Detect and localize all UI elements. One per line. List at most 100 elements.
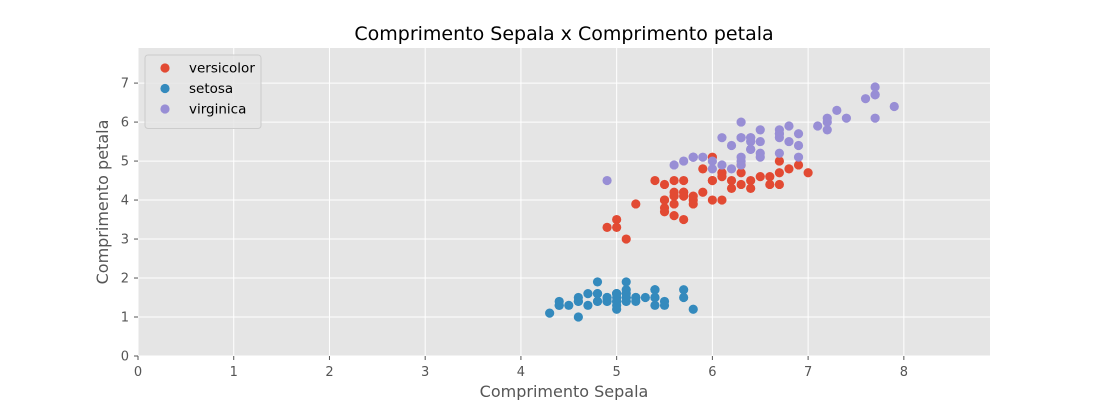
x-tick-label: 5: [613, 365, 621, 380]
data-point-versicolor: [774, 179, 784, 190]
series-versicolor: [602, 152, 813, 244]
y-tick-label: 4: [121, 194, 129, 209]
data-point-virginica: [717, 160, 727, 170]
data-point-virginica: [726, 164, 737, 174]
y-tick-label: 6: [121, 116, 129, 131]
data-point-versicolor: [736, 168, 746, 178]
data-point-versicolor: [659, 195, 670, 205]
data-point-virginica: [688, 152, 698, 162]
data-point-versicolor: [688, 195, 698, 205]
legend-label: setosa: [189, 81, 233, 97]
data-point-setosa: [650, 285, 660, 295]
legend-marker: [160, 104, 170, 114]
data-point-virginica: [726, 140, 737, 151]
data-point-virginica: [784, 121, 794, 131]
data-point-virginica: [717, 133, 727, 143]
data-point-setosa: [650, 292, 660, 303]
data-point-versicolor: [621, 234, 631, 244]
data-point-virginica: [793, 129, 804, 139]
data-point-virginica: [736, 117, 746, 127]
legend-marker: [160, 83, 170, 94]
data-point-versicolor: [707, 175, 717, 186]
data-point-versicolor: [726, 175, 737, 186]
data-point-virginica: [679, 156, 689, 166]
legend-marker: [160, 63, 170, 73]
data-point-setosa: [640, 292, 650, 303]
data-point-versicolor: [746, 175, 756, 186]
data-point-virginica: [813, 121, 823, 131]
data-point-virginica: [736, 156, 746, 166]
grid-lines: [137, 48, 990, 357]
y-tick-label: 5: [121, 155, 129, 170]
data-point-setosa: [679, 285, 689, 295]
data-point-setosa: [688, 304, 698, 314]
x-axis-label: Comprimento Sepala: [480, 382, 649, 400]
legend-frame: [144, 54, 262, 129]
x-tick-label: 3: [421, 365, 429, 380]
data-point-versicolor: [631, 199, 641, 209]
y-axis-label: Comprimento petala: [93, 120, 112, 285]
series-setosa: [545, 277, 698, 322]
legend-label: virginica: [189, 102, 246, 118]
data-point-setosa: [545, 308, 555, 318]
legend-item-versicolor: versicolor: [160, 61, 255, 77]
y-tick-label: 0: [121, 350, 129, 365]
data-point-versicolor: [803, 168, 813, 178]
data-point-versicolor: [679, 175, 689, 186]
data-point-versicolor: [717, 172, 727, 182]
data-point-versicolor: [612, 222, 622, 232]
legend-label: versicolor: [189, 61, 255, 77]
data-point-virginica: [746, 144, 756, 154]
x-axis-ticks: 0 1 2 3 4 5 6 7 8: [134, 356, 908, 380]
data-points: [545, 82, 899, 322]
data-point-setosa: [592, 296, 603, 307]
data-point-virginica: [870, 82, 880, 92]
y-tick-label: 1: [121, 311, 129, 326]
data-point-setosa: [612, 289, 622, 299]
data-point-versicolor: [726, 183, 737, 193]
data-point-setosa: [583, 289, 593, 299]
data-point-versicolor: [746, 183, 756, 193]
x-tick-label: 4: [517, 365, 525, 380]
y-axis-ticks: 0 1 2 3 4 5 6 7: [121, 77, 138, 365]
data-point-virginica: [755, 125, 765, 135]
data-point-virginica: [822, 117, 832, 127]
y-tick-label: 3: [121, 233, 129, 248]
data-point-setosa: [573, 296, 583, 307]
data-point-versicolor: [698, 164, 708, 174]
data-point-virginica: [746, 136, 756, 147]
data-point-virginica: [832, 105, 842, 115]
data-point-versicolor: [602, 222, 612, 232]
data-point-virginica: [793, 140, 804, 151]
y-tick-label: 7: [121, 77, 129, 92]
data-point-setosa: [659, 300, 670, 310]
data-point-virginica: [707, 164, 717, 174]
data-point-versicolor: [679, 214, 689, 225]
data-point-versicolor: [717, 195, 727, 205]
legend-item-virginica: virginica: [160, 102, 246, 118]
data-point-setosa: [564, 300, 574, 310]
data-point-setosa: [621, 277, 631, 287]
data-point-setosa: [554, 300, 564, 310]
data-point-versicolor: [612, 214, 622, 225]
data-point-setosa: [679, 292, 689, 303]
data-point-versicolor: [736, 179, 746, 190]
data-point-versicolor: [669, 199, 679, 209]
data-point-versicolor: [659, 207, 670, 217]
data-point-versicolor: [669, 211, 679, 221]
series-virginica: [602, 82, 899, 186]
data-point-versicolor: [774, 156, 784, 166]
data-point-virginica: [774, 148, 784, 158]
data-point-versicolor: [755, 172, 765, 182]
data-point-versicolor: [784, 164, 794, 174]
y-tick-label: 2: [121, 272, 129, 287]
data-point-versicolor: [793, 160, 804, 170]
x-tick-label: 7: [804, 365, 812, 380]
data-point-virginica: [602, 175, 612, 186]
data-point-setosa: [650, 300, 660, 310]
data-point-virginica: [755, 148, 765, 158]
x-tick-label: 8: [900, 365, 908, 380]
data-point-virginica: [793, 152, 804, 162]
x-tick-label: 0: [134, 365, 142, 380]
